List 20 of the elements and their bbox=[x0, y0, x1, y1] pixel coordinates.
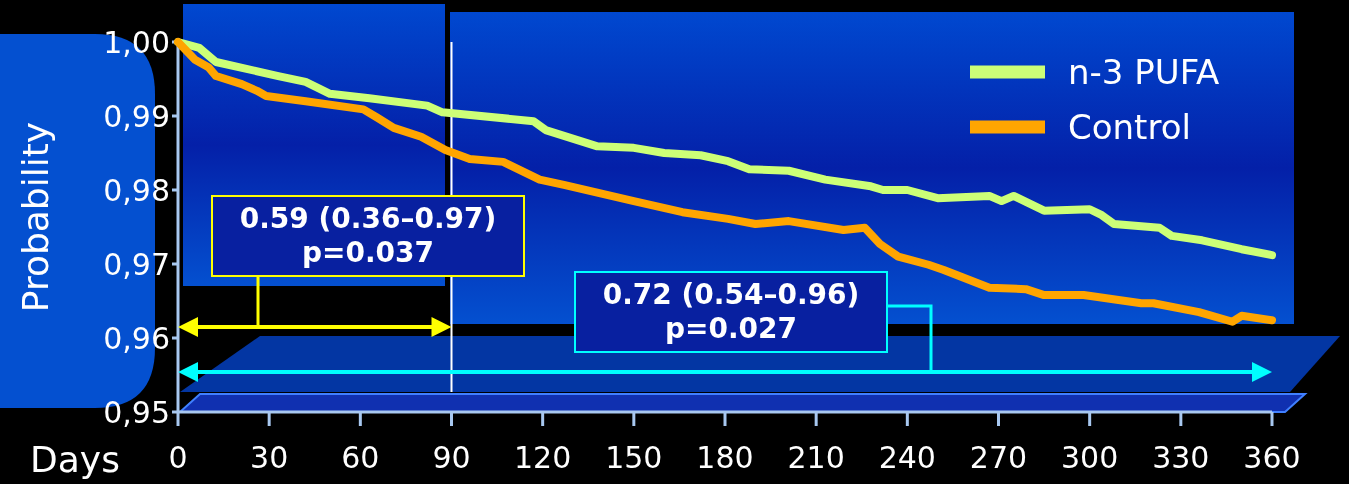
legend-label: Control bbox=[1068, 106, 1191, 147]
x-tick-label: 180 bbox=[696, 440, 754, 475]
x-axis-title: Days bbox=[30, 439, 120, 480]
x-tick-label: 360 bbox=[1243, 440, 1301, 475]
annotation: 0.72 (0.54–0.96) p=0.027 bbox=[602, 278, 860, 345]
x-tick-label: 90 bbox=[432, 440, 471, 475]
x-tick-label: 60 bbox=[341, 440, 380, 475]
x-tick-label: 270 bbox=[969, 440, 1028, 475]
x-tick-label: 150 bbox=[605, 440, 663, 475]
x-tick-label: 240 bbox=[878, 440, 936, 475]
y-tick-label: 0,95 bbox=[103, 394, 170, 430]
x-tick-label: 210 bbox=[787, 440, 845, 475]
legend-label: n-3 PUFA bbox=[1068, 51, 1220, 92]
annotation: 0.59 (0.36–0.97) p=0.037 bbox=[239, 202, 497, 269]
x-tick-label: 300 bbox=[1061, 440, 1119, 475]
x-tick-label: 330 bbox=[1152, 440, 1210, 475]
y-axis-title: Probability bbox=[15, 121, 56, 313]
x-tick-label: 120 bbox=[514, 440, 572, 475]
x-tick-label: 30 bbox=[250, 440, 289, 475]
x-tick-label: 0 bbox=[168, 440, 188, 475]
